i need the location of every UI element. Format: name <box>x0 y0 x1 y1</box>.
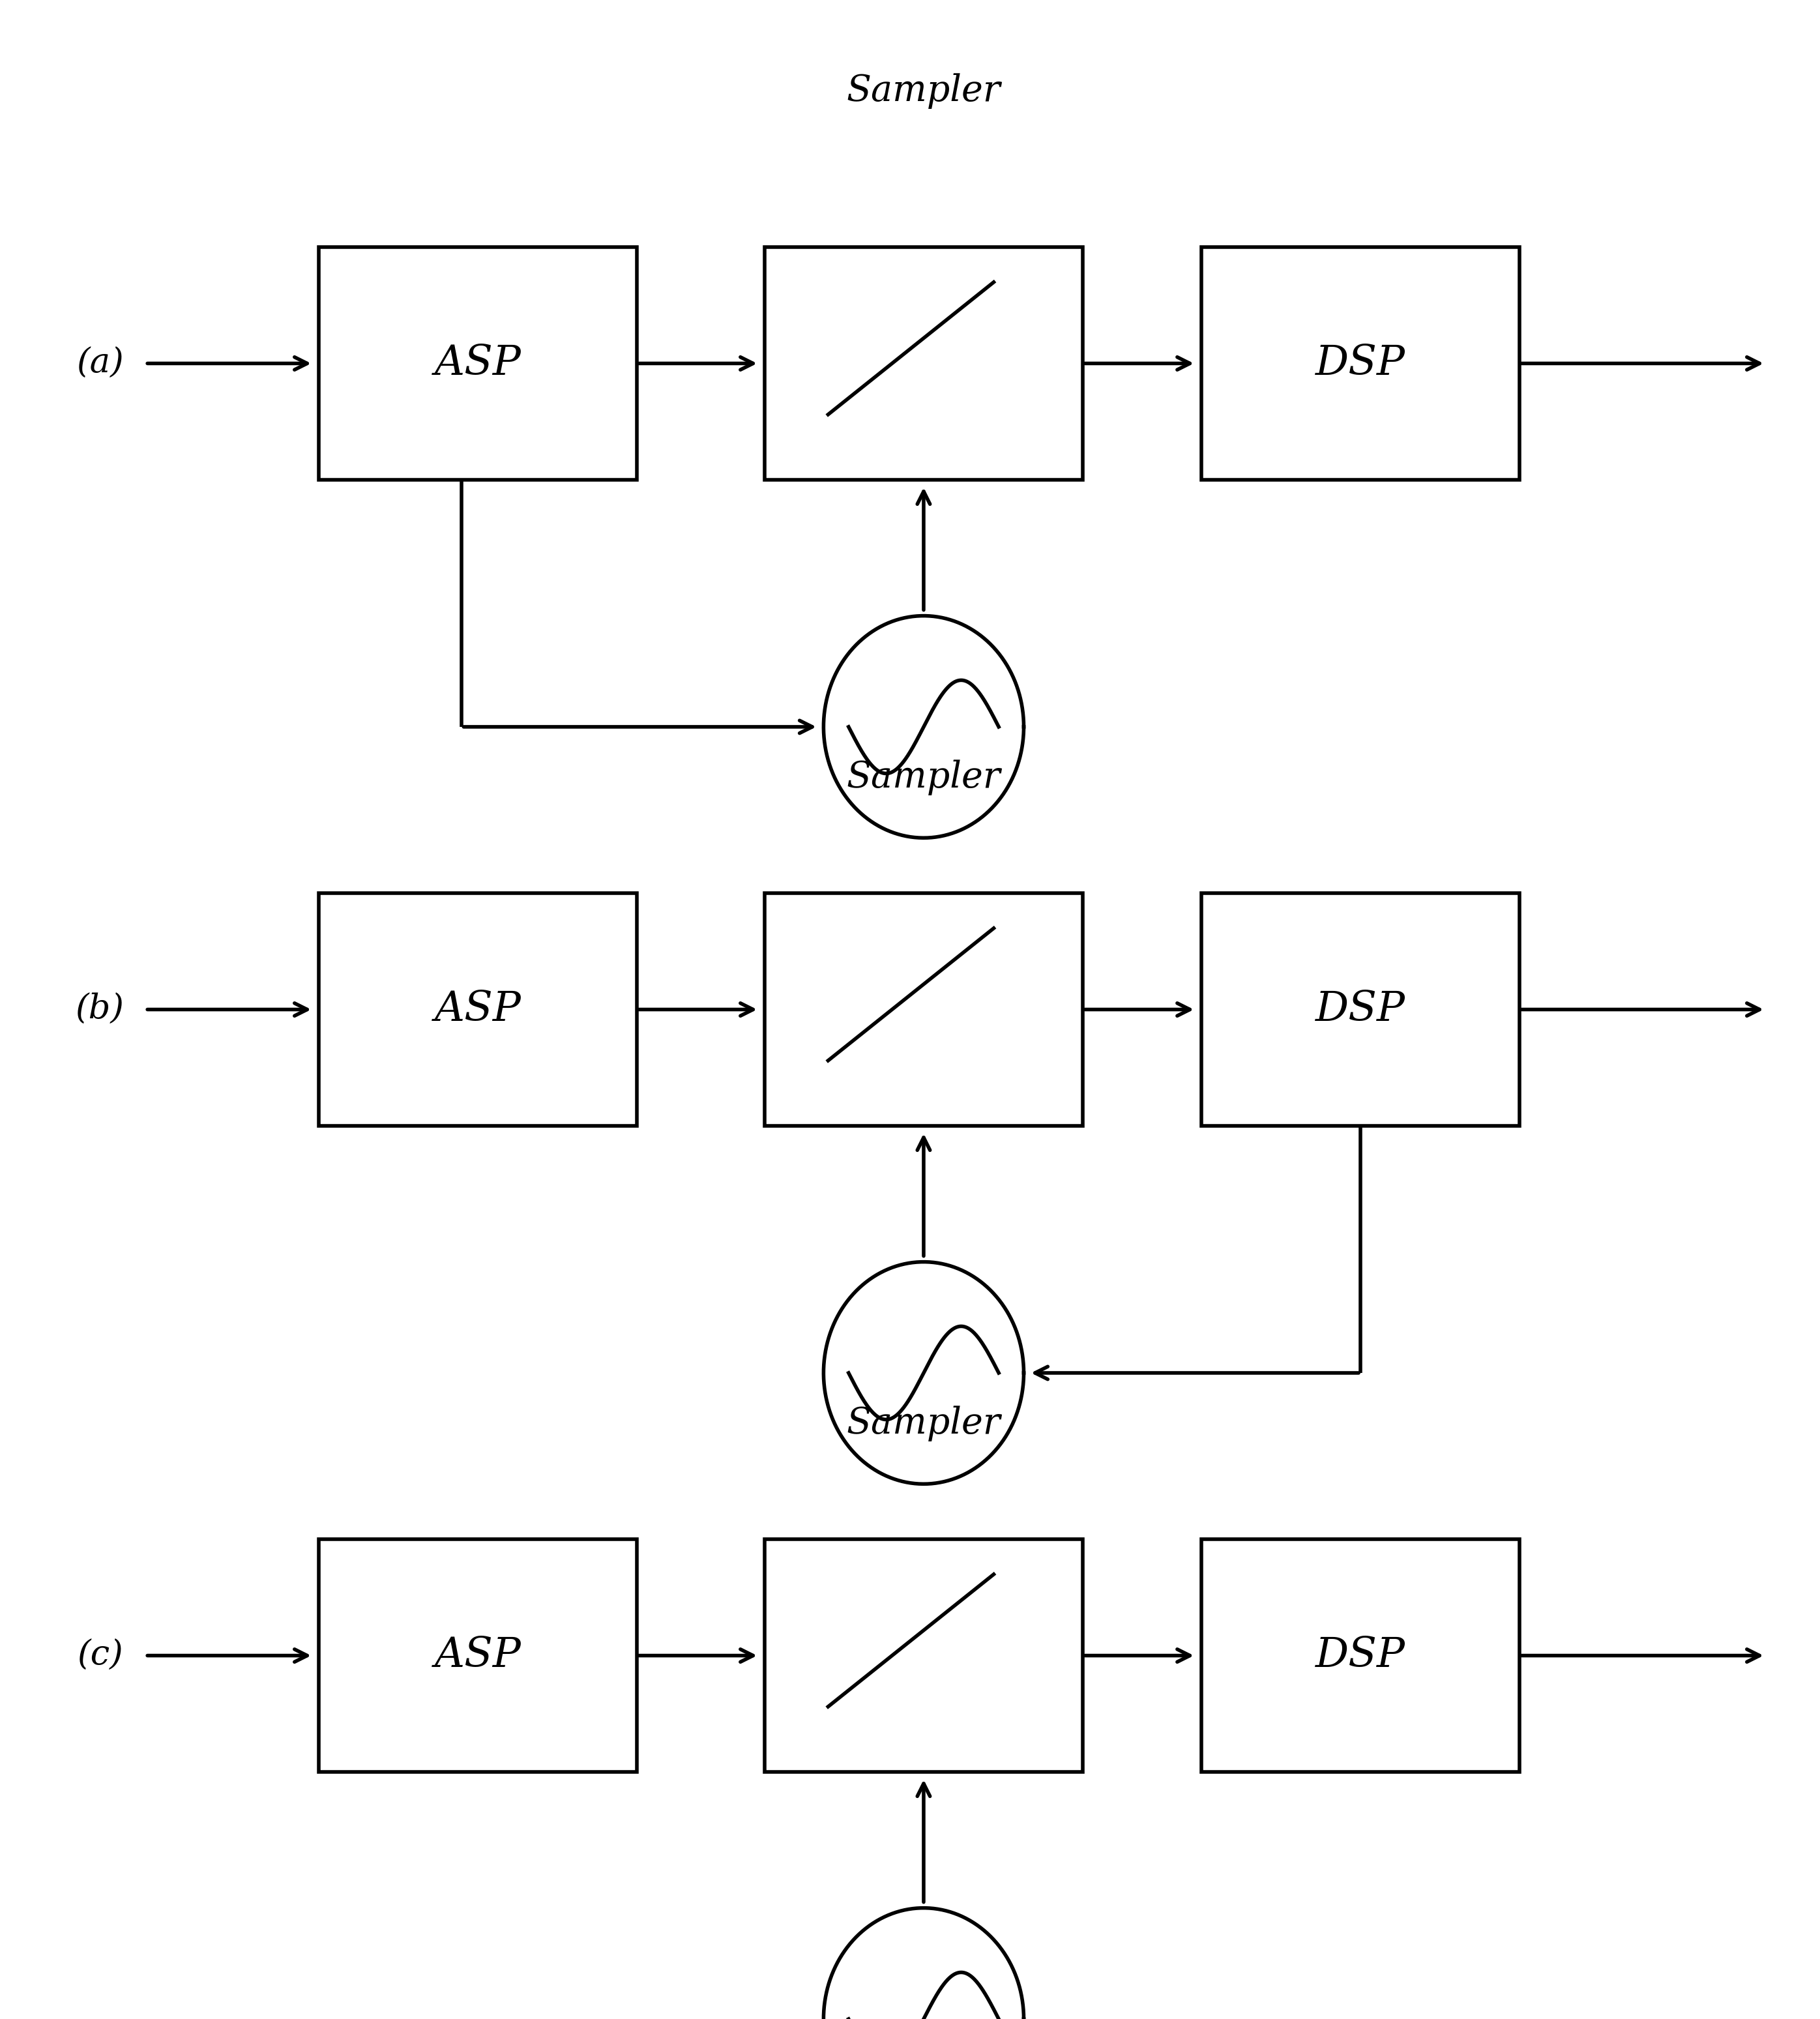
Text: (a): (a) <box>76 347 124 380</box>
Text: ASP: ASP <box>435 343 521 384</box>
Bar <box>1201 892 1520 1127</box>
Bar <box>764 1540 1083 1773</box>
Bar <box>764 248 1083 481</box>
Text: (c): (c) <box>76 1639 124 1672</box>
Text: ASP: ASP <box>435 1635 521 1676</box>
Text: ASP: ASP <box>435 989 521 1030</box>
Bar <box>764 892 1083 1127</box>
Bar <box>318 892 637 1127</box>
Bar <box>318 1540 637 1773</box>
Text: Sampler: Sampler <box>846 1405 1001 1442</box>
Text: (b): (b) <box>76 993 124 1026</box>
Text: DSP: DSP <box>1316 989 1405 1030</box>
Text: DSP: DSP <box>1316 343 1405 384</box>
Bar <box>1201 248 1520 481</box>
Text: DSP: DSP <box>1316 1635 1405 1676</box>
Text: Sampler: Sampler <box>846 73 1001 109</box>
Text: Sampler: Sampler <box>846 759 1001 795</box>
Bar <box>318 248 637 481</box>
Bar <box>1201 1540 1520 1773</box>
